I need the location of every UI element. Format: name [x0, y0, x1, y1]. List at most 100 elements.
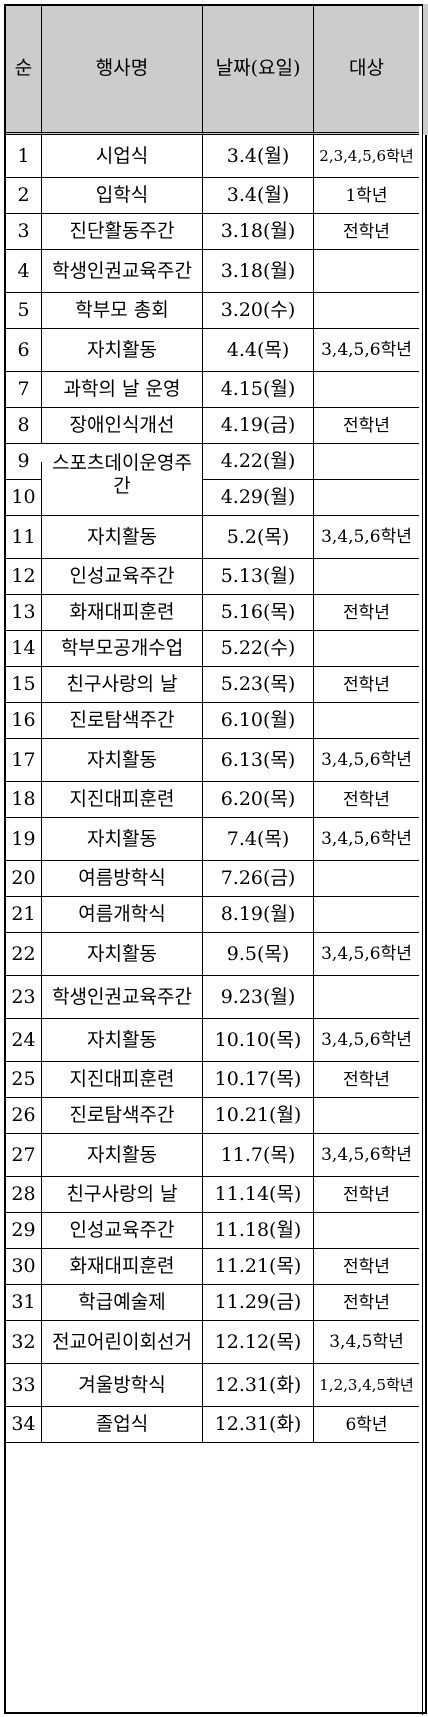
row-no: 30	[4, 1249, 41, 1285]
row-date: 10.17(목)	[202, 1062, 313, 1098]
row-event: 여름방학식	[41, 861, 202, 897]
row-target: 전학년	[313, 408, 419, 444]
row-event: 지진대피훈련	[41, 782, 202, 818]
event-schedule-table: 순 행사명 날짜(요일) 대상 1 시업식 3.4(월) 2,3,4,5,6학년 2 입학…	[4, 4, 427, 1443]
row-event: 친구사랑의 날	[41, 667, 202, 703]
table-grid: 순 행사명 날짜(요일) 대상 1 시업식 3.4(월) 2,3,4,5,6학년 2 입학…	[4, 4, 427, 1443]
row-date: 10.21(월)	[202, 1098, 313, 1134]
row-date: 11.21(목)	[202, 1249, 313, 1285]
row-event: 친구사랑의 날	[41, 1177, 202, 1213]
row-date: 4.29(월)	[202, 480, 313, 516]
row-event: 겨울방학식	[41, 1364, 202, 1407]
row-target: 2,3,4,5,6학년	[313, 135, 419, 178]
row-no: 16	[4, 703, 41, 739]
row-date: 9.5(목)	[202, 933, 313, 976]
row-event: 스포츠데이운영주간	[41, 452, 202, 498]
row-event: 과학의 날 운영	[41, 372, 202, 408]
row-target: 6학년	[313, 1407, 419, 1443]
header-target: 대상	[313, 4, 419, 135]
row-target: 전학년	[313, 1249, 419, 1285]
row-event: 화재대피훈련	[41, 1249, 202, 1285]
row-event: 학생인권교육주간	[41, 976, 202, 1019]
row-no: 18	[4, 782, 41, 818]
row-date: 9.23(월)	[202, 976, 313, 1019]
row-no: 28	[4, 1177, 41, 1213]
row-no: 27	[4, 1134, 41, 1177]
row-event: 전교어린이회선거	[41, 1321, 202, 1364]
row-date: 11.14(목)	[202, 1177, 313, 1213]
row-no: 34	[4, 1407, 41, 1443]
row-no: 22	[4, 933, 41, 976]
row-no: 20	[4, 861, 41, 897]
row-target: 3,4,5,6학년	[313, 1019, 419, 1062]
row-target	[313, 976, 419, 1019]
row-date: 11.18(월)	[202, 1213, 313, 1249]
row-date: 11.29(금)	[202, 1285, 313, 1321]
row-event: 인성교육주간	[41, 1213, 202, 1249]
row-target: 1학년	[313, 178, 419, 214]
row-event: 장애인식개선	[41, 408, 202, 444]
row-no: 17	[4, 739, 41, 782]
row-target: 3,4,5,6학년	[313, 933, 419, 976]
row-no: 10	[4, 480, 41, 516]
row-date: 5.13(월)	[202, 559, 313, 595]
row-event: 입학식	[41, 178, 202, 214]
row-target: 3,4,5,6학년	[313, 329, 419, 372]
row-target: 3,4,5,6학년	[313, 739, 419, 782]
row-date: 7.26(금)	[202, 861, 313, 897]
row-target	[313, 1213, 419, 1249]
row-date: 3.18(월)	[202, 250, 313, 293]
row-date: 12.12(목)	[202, 1321, 313, 1364]
row-event: 시업식	[41, 135, 202, 178]
row-event: 자치활동	[41, 1134, 202, 1177]
row-no: 12	[4, 559, 41, 595]
row-event: 화재대피훈련	[41, 595, 202, 631]
row-no: 24	[4, 1019, 41, 1062]
row-date: 3.20(수)	[202, 293, 313, 329]
row-event: 진단활동주간	[41, 214, 202, 250]
row-date: 4.19(금)	[202, 408, 313, 444]
row-date: 6.13(목)	[202, 739, 313, 782]
row-date: 4.4(목)	[202, 329, 313, 372]
row-no: 5	[4, 293, 41, 329]
row-event: 진로탐색주간	[41, 1098, 202, 1134]
row-target	[313, 631, 419, 667]
row-no: 19	[4, 818, 41, 861]
row-target: 전학년	[313, 214, 419, 250]
row-no: 7	[4, 372, 41, 408]
row-target: 전학년	[313, 595, 419, 631]
row-target: 3,4,5,6학년	[313, 516, 419, 559]
row-no: 9	[4, 444, 41, 480]
row-date: 5.2(목)	[202, 516, 313, 559]
row-no: 31	[4, 1285, 41, 1321]
row-event: 졸업식	[41, 1407, 202, 1443]
row-no: 1	[4, 135, 41, 178]
row-no: 21	[4, 897, 41, 933]
row-target	[313, 703, 419, 739]
row-date: 4.22(월)	[202, 444, 313, 480]
row-date: 5.22(수)	[202, 631, 313, 667]
row-date: 5.23(목)	[202, 667, 313, 703]
row-target	[313, 250, 419, 293]
row-event-merged	[41, 480, 202, 516]
row-no: 26	[4, 1098, 41, 1134]
row-event: 여름개학식	[41, 897, 202, 933]
row-event: 지진대피훈련	[41, 1062, 202, 1098]
row-no: 23	[4, 976, 41, 1019]
row-target	[313, 372, 419, 408]
row-date: 8.19(월)	[202, 897, 313, 933]
adjacent-column-line	[422, 135, 423, 1715]
row-target	[313, 444, 419, 480]
row-no: 29	[4, 1213, 41, 1249]
row-target: 전학년	[313, 1285, 419, 1321]
row-event: 학생인권교육주간	[41, 250, 202, 293]
row-no: 3	[4, 214, 41, 250]
row-event: 진로탐색주간	[41, 703, 202, 739]
row-no: 32	[4, 1321, 41, 1364]
row-date: 3.18(월)	[202, 214, 313, 250]
row-no: 14	[4, 631, 41, 667]
row-target: 전학년	[313, 1062, 419, 1098]
row-date: 12.31(화)	[202, 1364, 313, 1407]
row-no: 25	[4, 1062, 41, 1098]
header-event: 행사명	[41, 4, 202, 135]
